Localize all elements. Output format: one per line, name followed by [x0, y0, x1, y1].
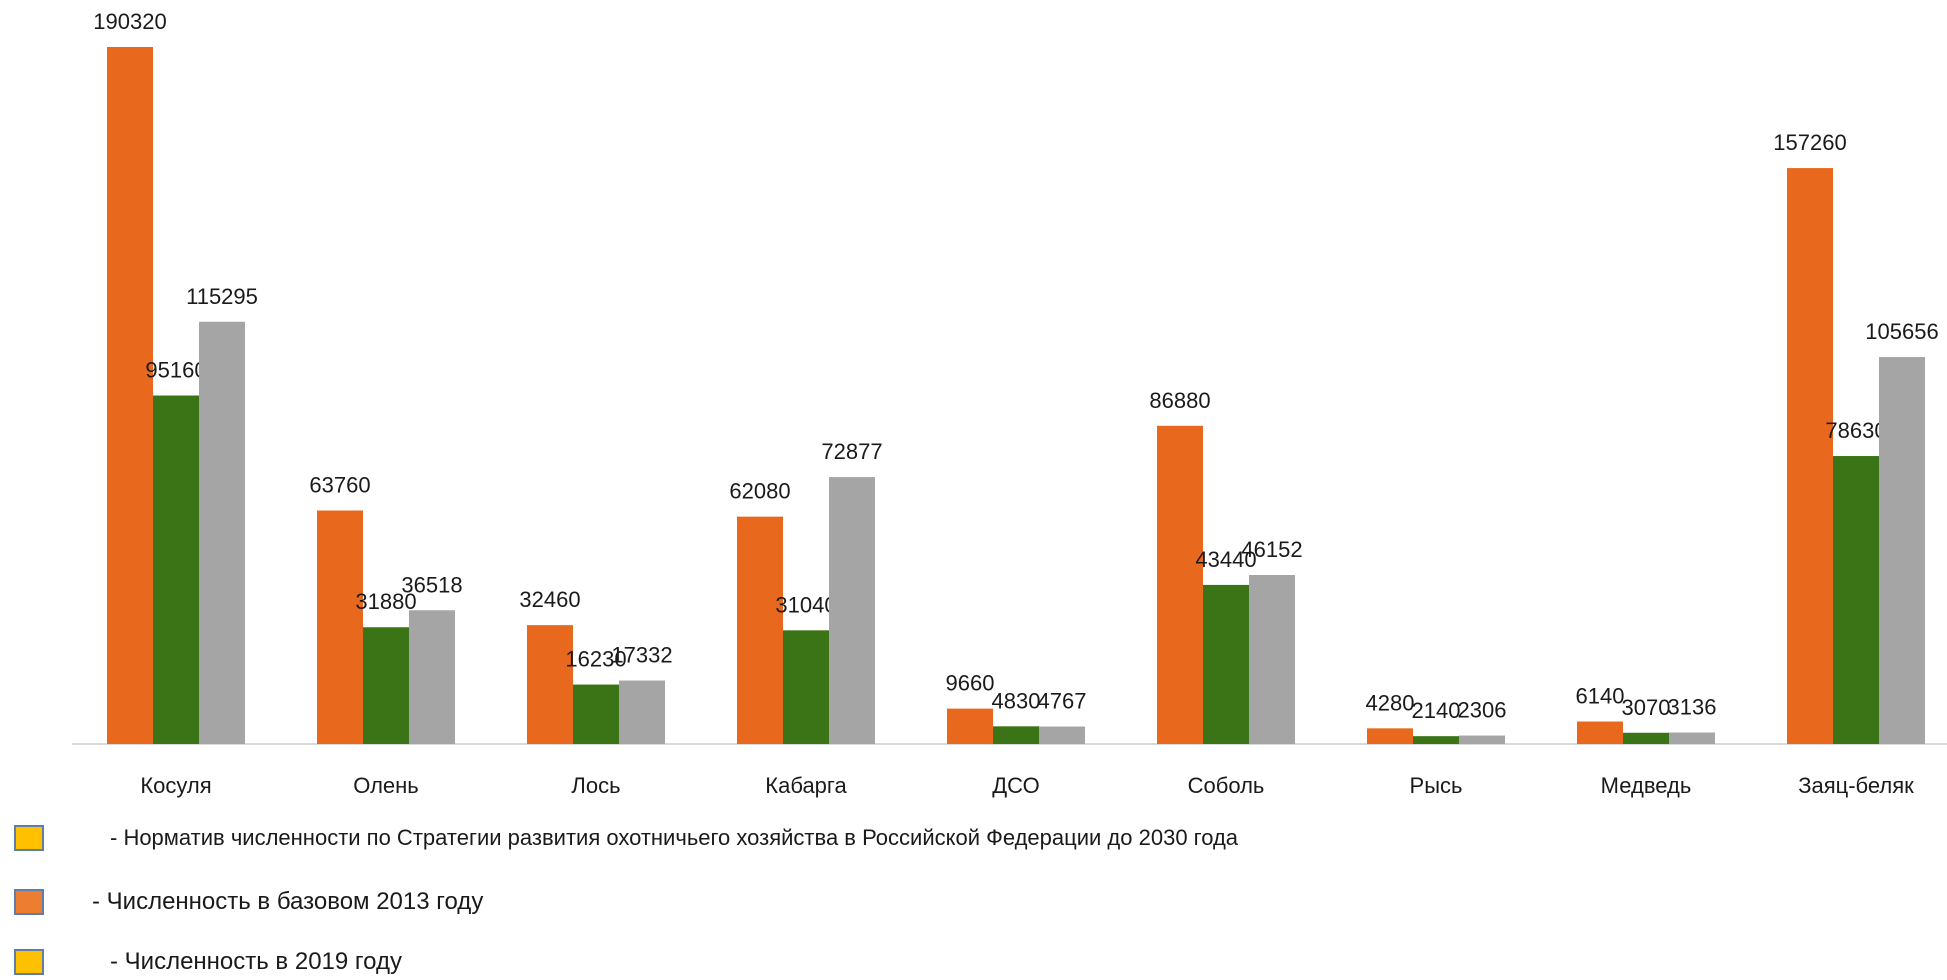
bar-Косуля-series-1 — [107, 47, 153, 744]
bar-Кабарга-series-2 — [783, 630, 829, 744]
data-label: 78630 — [1825, 418, 1886, 443]
bar-Соболь-series-3 — [1249, 574, 1295, 744]
bar-Косуля-series-3 — [199, 321, 245, 744]
data-label: 86880 — [1149, 388, 1210, 413]
data-label: 95160 — [145, 358, 206, 383]
bar-Заяц-беляк-series-3 — [1879, 357, 1925, 744]
legend-label: - Численность в 2019 году — [110, 948, 402, 975]
data-label: 3136 — [1668, 695, 1717, 720]
bar-Олень-series-2 — [363, 627, 409, 744]
bar-Рысь-series-3 — [1459, 735, 1505, 744]
bar-Кабарга-series-3 — [829, 477, 875, 744]
x-tick-label: Олень — [353, 773, 419, 798]
data-label: 2140 — [1412, 698, 1461, 723]
bar-Соболь-series-1 — [1157, 425, 1203, 744]
bar-Рысь-series-2 — [1413, 736, 1459, 744]
data-label: 36518 — [401, 572, 462, 597]
data-label: 43440 — [1195, 547, 1256, 572]
data-label: 16230 — [565, 647, 626, 672]
bar-Лось-series-3 — [619, 680, 665, 744]
legend-label: - Норматив численности по Стратегии разв… — [110, 825, 1239, 850]
data-label: 2306 — [1458, 698, 1507, 723]
bar-Рысь-series-1 — [1367, 728, 1413, 744]
x-tick-label: Рысь — [1410, 773, 1463, 798]
data-label: 46152 — [1241, 537, 1302, 562]
bar-Медведь-series-2 — [1623, 732, 1669, 744]
data-label: 190320 — [93, 9, 166, 34]
x-tick-label: ДСО — [992, 773, 1039, 798]
x-tick-label: Медведь — [1601, 773, 1692, 798]
legend-swatch — [14, 889, 44, 915]
bar-Лось-series-1 — [527, 625, 573, 744]
x-tick-label: Кабарга — [765, 773, 847, 798]
bar-Заяц-беляк-series-1 — [1787, 168, 1833, 744]
data-label: 4830 — [992, 688, 1041, 713]
legend-swatch — [14, 949, 44, 975]
bar-ДСО-series-1 — [947, 708, 993, 744]
data-label: 31880 — [355, 589, 416, 614]
x-tick-label: Лось — [571, 773, 620, 798]
bar-Кабарга-series-1 — [737, 516, 783, 744]
data-label: 6140 — [1576, 684, 1625, 709]
bar-Олень-series-1 — [317, 510, 363, 744]
data-label: 105656 — [1865, 319, 1938, 344]
bar-Косуля-series-2 — [153, 395, 199, 744]
data-label: 115295 — [186, 284, 258, 309]
data-label: 62080 — [729, 479, 790, 504]
data-label: 31040 — [775, 592, 836, 617]
bar-Соболь-series-2 — [1203, 584, 1249, 744]
bar-Медведь-series-1 — [1577, 721, 1623, 744]
legend-label: - Численность в базовом 2013 году — [92, 888, 484, 915]
bar-ДСО-series-2 — [993, 726, 1039, 744]
x-tick-label: Соболь — [1188, 773, 1265, 798]
bar-ДСО-series-3 — [1039, 726, 1085, 744]
data-label: 3070 — [1622, 695, 1671, 720]
bar-Заяц-беляк-series-2 — [1833, 456, 1879, 744]
bar-Лось-series-2 — [573, 684, 619, 744]
data-label: 9660 — [946, 671, 995, 696]
data-label: 63760 — [309, 472, 370, 497]
bar-Олень-series-3 — [409, 610, 455, 744]
data-label: 157260 — [1773, 130, 1846, 155]
data-label: 4280 — [1366, 690, 1415, 715]
data-label: 17332 — [611, 643, 672, 668]
data-label: 4767 — [1038, 689, 1087, 714]
x-tick-label: Косуля — [140, 773, 211, 798]
data-label: 72877 — [821, 439, 882, 464]
bar-Медведь-series-3 — [1669, 732, 1715, 744]
data-label: 32460 — [519, 587, 580, 612]
x-tick-label: Заяц-беляк — [1798, 773, 1914, 798]
legend-swatch — [14, 825, 44, 851]
